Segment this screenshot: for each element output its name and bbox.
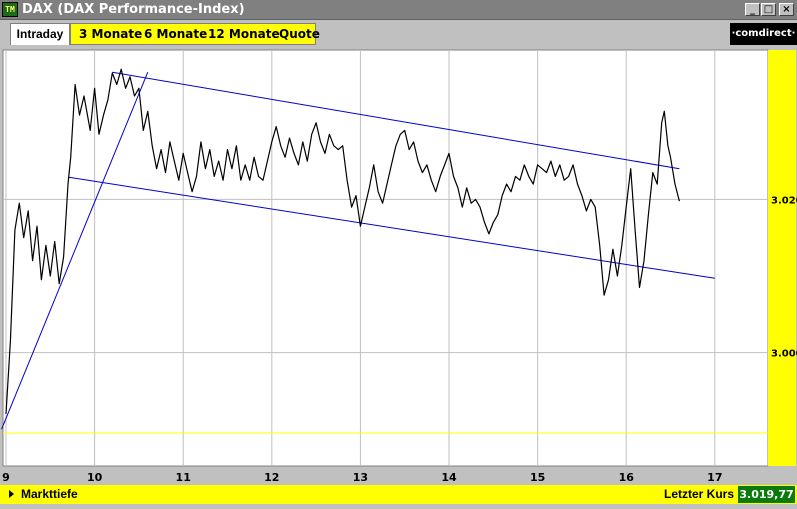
markttiefe-link[interactable]: Markttiefe [21,487,78,501]
tab-quote[interactable]: Quote [279,27,320,41]
x-tick-label-14: 14 [441,471,457,484]
window-title: DAX (DAX Performance-Index) [22,2,245,17]
x-tick-label-16: 16 [619,471,635,484]
period-tabs: 3 Monate 6 Monate 12 Monate Quote [70,23,320,45]
x-tick-labels: 9 10 11 12 13 14 15 16 17 [2,471,722,484]
trend-line-2 [112,71,680,170]
tab-3-monate[interactable]: 3 Monate [79,27,143,41]
x-tick-label-13: 13 [353,471,368,484]
grid-lines [3,50,768,466]
y-tick-label-1: 3.020 [771,195,797,206]
app-logo-icon: TM [2,2,18,17]
arrow-right-icon [9,490,14,498]
tab-6-monate[interactable]: 6 Monate [144,27,208,41]
letzter-kurs-label: Letzter Kurs [664,487,735,501]
x-tick-label-9: 9 [2,471,10,484]
plot-area [2,49,769,467]
x-tick-label-15: 15 [530,471,545,484]
y-tick-label-0: 3.000 [771,349,797,360]
title-bar: TM DAX (DAX Performance-Index) _ □ × [0,0,797,20]
x-tick-label-12: 12 [264,471,279,484]
x-tick-label-17: 17 [707,471,722,484]
y-tick-labels: 3.000 3.020 [771,195,797,359]
letzter-kurs-value: 3.019,77 [738,486,795,503]
maximize-button[interactable]: □ [761,3,776,16]
brand-logo: ·comdirect· [730,23,797,45]
chart: 3.000 3.020 9 10 11 12 13 14 15 16 17 [1,49,797,484]
x-tick-label-11: 11 [176,471,191,484]
trend-line-1 [1,72,149,430]
trend-line-3 [67,176,715,279]
y-axis-panel [768,50,796,466]
status-bar: Markttiefe Letzter Kurs 3.019,77 [0,485,797,504]
tab-bar: Intraday 3 Monate 6 Monate 12 Monate Quo… [0,20,797,46]
tab-12-monate[interactable]: 12 Monate [208,27,280,41]
tab-intraday[interactable]: Intraday [10,23,70,45]
trend-lines [1,71,715,430]
x-tick-label-10: 10 [87,471,103,484]
price-line [5,68,680,414]
bottom-strip [0,504,797,509]
minimize-button[interactable]: _ [745,3,760,16]
close-button[interactable]: × [779,3,794,16]
